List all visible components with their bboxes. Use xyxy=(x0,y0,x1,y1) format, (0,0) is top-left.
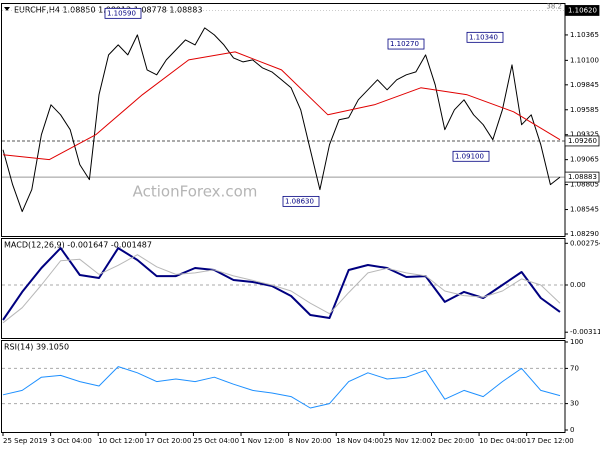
price-label-box xyxy=(564,5,600,16)
x-tick-label: 8 Nov 20:00 xyxy=(289,437,332,445)
x-tick-label: 10 Dec 04:00 xyxy=(479,437,526,445)
price-label: 1.09260 xyxy=(568,137,597,145)
x-tick-label: 10 Oct 12:00 xyxy=(98,437,144,445)
y-tick-label: 30 xyxy=(570,400,579,408)
price-label-box xyxy=(564,135,600,147)
y-tick-label: 1.08290 xyxy=(570,230,599,238)
annotation-box xyxy=(466,31,504,43)
series-line xyxy=(2,254,561,324)
annotation-box xyxy=(452,150,490,162)
fibo-level-label: 38.2 xyxy=(546,2,562,10)
y-tick-label: 0 xyxy=(570,426,574,434)
y-tick-label: 0.002754 xyxy=(570,239,600,247)
y-tick-label: 100 xyxy=(570,338,583,346)
y-tick-label: 1.10100 xyxy=(570,56,599,64)
series-line xyxy=(2,247,561,321)
x-tick-label: 25 Nov 12:00 xyxy=(384,437,431,445)
panel-frame xyxy=(1,3,566,237)
annotation-label: 1.08630 xyxy=(285,197,314,205)
y-tick-label: 0.00 xyxy=(570,281,586,289)
x-tick-label: 25 Oct 04:00 xyxy=(193,437,239,445)
y-tick-label: 1.09065 xyxy=(570,156,599,164)
x-tick-label: 3 Oct 04:00 xyxy=(51,437,92,445)
panel-title: RSI(14) 39.1050 xyxy=(4,343,69,352)
y-tick-label: 1.09585 xyxy=(570,106,599,114)
x-tick-label: 17 Dec 12:00 xyxy=(527,437,574,445)
symbol-icon xyxy=(4,7,10,11)
annotation-label: 1.09100 xyxy=(455,152,484,160)
x-tick-label: 1 Nov 12:00 xyxy=(241,437,284,445)
x-tick-label: 25 Sep 2019 xyxy=(3,437,47,445)
y-tick-label: -0.003119 xyxy=(570,328,600,336)
annotation-label: 1.10340 xyxy=(469,33,498,41)
y-tick-label: 1.10365 xyxy=(570,31,599,39)
panel-frame xyxy=(1,340,566,433)
y-tick-label: 1.09325 xyxy=(570,131,599,139)
y-tick-label: 1.08545 xyxy=(570,206,599,214)
price-label: 1.10620 xyxy=(568,6,597,14)
annotation-box xyxy=(282,195,320,207)
series-line xyxy=(2,51,561,161)
panel-frame xyxy=(1,238,566,339)
watermark: ActionForex.com xyxy=(133,183,258,201)
x-tick-label: 2 Dec 20:00 xyxy=(431,437,474,445)
series-line xyxy=(2,366,561,409)
annotation-label: 1.10270 xyxy=(390,40,419,48)
annotation-label: 1.10590 xyxy=(107,9,136,17)
annotation-box xyxy=(104,7,142,19)
panel-title: MACD(12,26,9) -0.001647 -0.001487 xyxy=(4,241,152,250)
x-tick-label: 18 Nov 04:00 xyxy=(336,437,383,445)
series-line xyxy=(2,27,561,213)
annotation-box xyxy=(387,38,425,50)
y-tick-label: 70 xyxy=(570,364,579,372)
price-label-box xyxy=(564,171,600,183)
y-tick-label: 1.09845 xyxy=(570,81,599,89)
y-tick-label: 1.08805 xyxy=(570,181,599,189)
price-label: 1.08883 xyxy=(568,173,597,181)
x-tick-label: 17 Oct 20:00 xyxy=(146,437,192,445)
